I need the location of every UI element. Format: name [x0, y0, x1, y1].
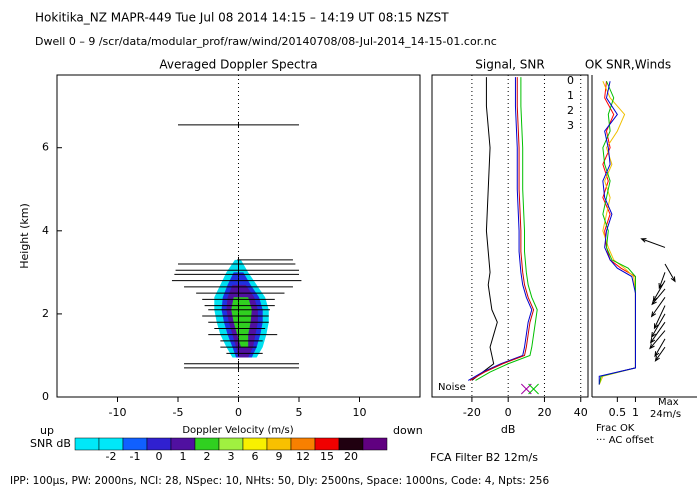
x-tick-label: 1	[632, 406, 639, 419]
wind-arrow	[649, 321, 666, 344]
colorbar-swatch	[146, 437, 172, 451]
legend-entry: 3	[567, 119, 574, 132]
colorbar-swatch	[74, 437, 100, 451]
wind-arrow	[640, 238, 666, 248]
ac-note: ··· AC offset	[596, 435, 654, 446]
colorbar-tick: 9	[276, 450, 283, 463]
x-tick-label: 20	[537, 406, 551, 419]
x-tick-label: 0	[235, 406, 242, 419]
panel-title: Signal, SNR	[475, 58, 544, 72]
y-axis-label: Height (km)	[18, 203, 31, 269]
panel-title: OK SNR,Winds	[585, 58, 671, 72]
colorbar-tick: -2	[106, 450, 117, 463]
frac-line	[598, 81, 636, 385]
up-label: up	[40, 424, 54, 437]
colorbar-tick: 2	[204, 450, 211, 463]
legend-entry: 2	[567, 104, 574, 117]
y-tick-label: 2	[42, 307, 49, 320]
x-tick-label: 40	[574, 406, 588, 419]
wind-arrow	[652, 280, 666, 302]
colorbar-tick: 15	[320, 450, 334, 463]
noise-label: Noise	[438, 382, 466, 393]
x-tick-label: 0	[505, 406, 512, 419]
x-tick-label: 10	[353, 406, 367, 419]
profile-line	[471, 77, 498, 381]
colorbar-tick: 12	[296, 450, 310, 463]
wind-arrow	[653, 305, 666, 330]
colorbar-tick: 3	[228, 450, 235, 463]
header-line1: Hokitika_NZ MAPR-449 Tue Jul 08 2014 14:…	[35, 11, 449, 25]
colorbar-tick: 1	[180, 450, 187, 463]
wind-arrow	[650, 296, 666, 318]
wind-arrow	[654, 338, 666, 358]
x-axis-label: dB	[501, 423, 516, 436]
colorbar-swatch	[362, 437, 388, 451]
y-tick-label: 0	[42, 390, 49, 403]
colorbar-tick: 6	[252, 450, 259, 463]
colorbar-swatch	[218, 437, 244, 451]
profile-line	[468, 77, 533, 381]
wind-arrow	[654, 346, 666, 362]
header-line2: Dwell 0 – 9 /scr/data/modular_prof/raw/w…	[35, 35, 497, 48]
max-speed: 24m/s	[650, 409, 681, 420]
wind-arrow	[664, 263, 676, 283]
y-tick-label: 4	[42, 224, 49, 237]
x-tick-label: -20	[463, 406, 481, 419]
max-label: Max	[658, 397, 679, 408]
x-tick-label: 0.5	[609, 406, 627, 419]
colorbar-swatch	[290, 437, 316, 451]
axes	[431, 74, 589, 398]
wind-arrow	[651, 313, 666, 339]
colorbar-tick: 0	[156, 450, 163, 463]
panel-title: Averaged Doppler Spectra	[159, 58, 317, 72]
colorbar-swatch	[314, 437, 340, 451]
frac-line	[598, 81, 636, 385]
wind-arrow	[649, 330, 666, 350]
colorbar-swatch	[338, 437, 364, 451]
noise-marker	[528, 383, 539, 395]
colorbar-tick: 20	[344, 450, 358, 463]
x-axis-label: Frac OK	[596, 423, 635, 434]
profile-line	[475, 77, 538, 381]
colorbar-swatch	[266, 437, 292, 451]
colorbar-swatch	[98, 437, 124, 451]
y-tick-label: 6	[42, 141, 49, 154]
x-tick-label: -5	[173, 406, 184, 419]
wind-arrow	[658, 272, 666, 290]
colorbar-swatch	[242, 437, 268, 451]
profile-line	[469, 77, 535, 381]
colorbar-tick: -1	[130, 450, 141, 463]
colorbar-label: SNR dB	[30, 437, 71, 450]
down-label: down	[393, 424, 423, 437]
legend-entry: 0	[567, 74, 574, 87]
x-axis-label: Doppler Velocity (m/s)	[182, 425, 293, 436]
colorbar-swatch	[170, 437, 196, 451]
x-tick-label: 5	[296, 406, 303, 419]
colorbar-swatch	[194, 437, 220, 451]
params: IPP: 100μs, PW: 2000ns, NCI: 28, NSpec: …	[10, 475, 549, 487]
x-tick-label: -10	[109, 406, 127, 419]
colorbar-swatch	[122, 437, 148, 451]
legend-entry: 1	[567, 89, 574, 102]
filter-note: FCA Filter B2 12m/s	[430, 451, 538, 464]
